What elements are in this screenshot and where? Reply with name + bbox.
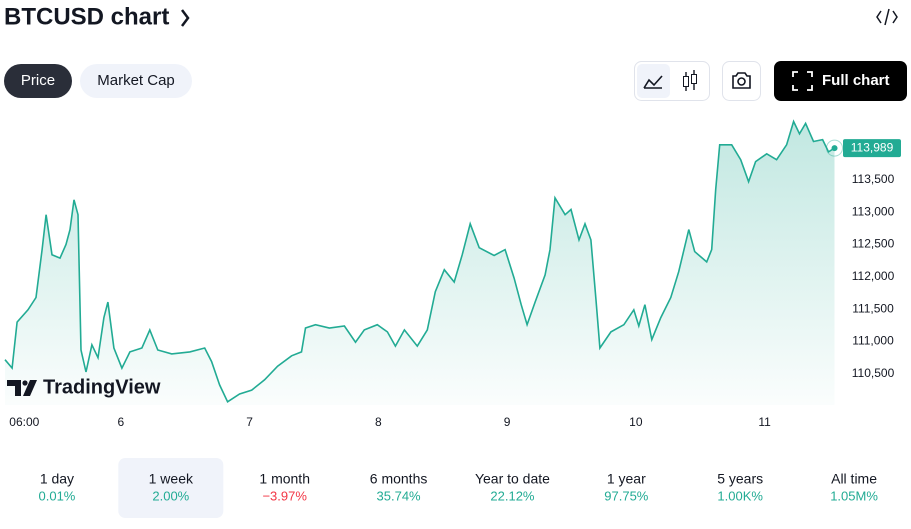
x-tick-label: 11 xyxy=(758,415,771,429)
range-label[interactable]: 1 month xyxy=(259,471,310,487)
tab[interactable]: Market Cap xyxy=(97,72,175,89)
fullscreen-icon xyxy=(792,71,813,91)
chevron[interactable] xyxy=(181,9,190,27)
selected-range-bg xyxy=(118,458,224,518)
camera-icon xyxy=(737,77,746,86)
full-chart-label[interactable]: Full chart xyxy=(822,72,890,89)
y-tick-label: 113,500 xyxy=(852,172,895,186)
range-label[interactable]: All time xyxy=(831,471,877,487)
logo xyxy=(7,380,21,396)
watermark: TradingView xyxy=(7,376,161,398)
watermark-text: TradingView xyxy=(43,376,161,398)
tab-bg[interactable] xyxy=(80,64,192,98)
range-change: 97.75% xyxy=(604,488,649,503)
tab-bg[interactable] xyxy=(4,64,72,98)
camera-icon xyxy=(732,72,751,89)
range-change: 1.05M% xyxy=(830,488,878,503)
y-tick-label: 111,000 xyxy=(852,334,894,348)
range-change: 0.01% xyxy=(39,488,76,503)
x-tick-label: 6 xyxy=(118,415,125,429)
x-tick-label: 06:00 xyxy=(9,415,39,429)
last-price-badge xyxy=(843,139,901,158)
x-tick-label: 7 xyxy=(246,415,253,429)
logo xyxy=(22,380,28,386)
range-label[interactable]: 1 day xyxy=(40,471,74,487)
range-label[interactable]: 6 months xyxy=(370,471,428,487)
x-tick-label: 10 xyxy=(629,415,643,429)
last-price-dot xyxy=(831,145,838,152)
last-price-label: 113,989 xyxy=(851,140,894,154)
range-label[interactable]: 5 years xyxy=(717,471,763,487)
plot: 110,500 111,000 111,500 112,000 112,500 113,0… xyxy=(4,119,901,429)
snapshot-button[interactable] xyxy=(722,61,761,101)
range-label[interactable]: 1 year xyxy=(607,471,646,487)
embed-icon[interactable] xyxy=(876,8,898,26)
area xyxy=(5,121,835,405)
range-change: 1.00K% xyxy=(717,488,763,503)
x-tick-label: 9 xyxy=(504,415,511,429)
range-label[interactable]: Year to date xyxy=(475,471,550,487)
y-tick-label: 111,500 xyxy=(852,301,894,315)
range-change: −3.97% xyxy=(262,488,307,503)
full-chart-button[interactable] xyxy=(774,61,907,101)
y-tick-label: 112,500 xyxy=(852,237,895,251)
range-change: 22.12% xyxy=(490,488,535,503)
line-style-button[interactable] xyxy=(637,64,670,98)
x-tick-label: 8 xyxy=(375,415,382,429)
price-line xyxy=(4,119,835,403)
y-tick-label: 113,000 xyxy=(852,204,895,218)
y-tick-label: 112,000 xyxy=(852,269,895,283)
logo xyxy=(23,380,37,396)
range-label[interactable]: 1 week xyxy=(149,471,194,487)
candle-icon[interactable] xyxy=(683,76,689,87)
line-icon xyxy=(643,75,663,89)
y-tick-label: 110,500 xyxy=(852,366,895,380)
last-price-halo xyxy=(826,139,844,157)
title[interactable]: BTCUSD chart xyxy=(4,3,169,30)
range-change: 35.74% xyxy=(377,488,422,503)
candle-icon[interactable] xyxy=(691,74,697,84)
range-change: 2.00% xyxy=(152,488,189,503)
tab[interactable]: Price xyxy=(21,72,55,89)
